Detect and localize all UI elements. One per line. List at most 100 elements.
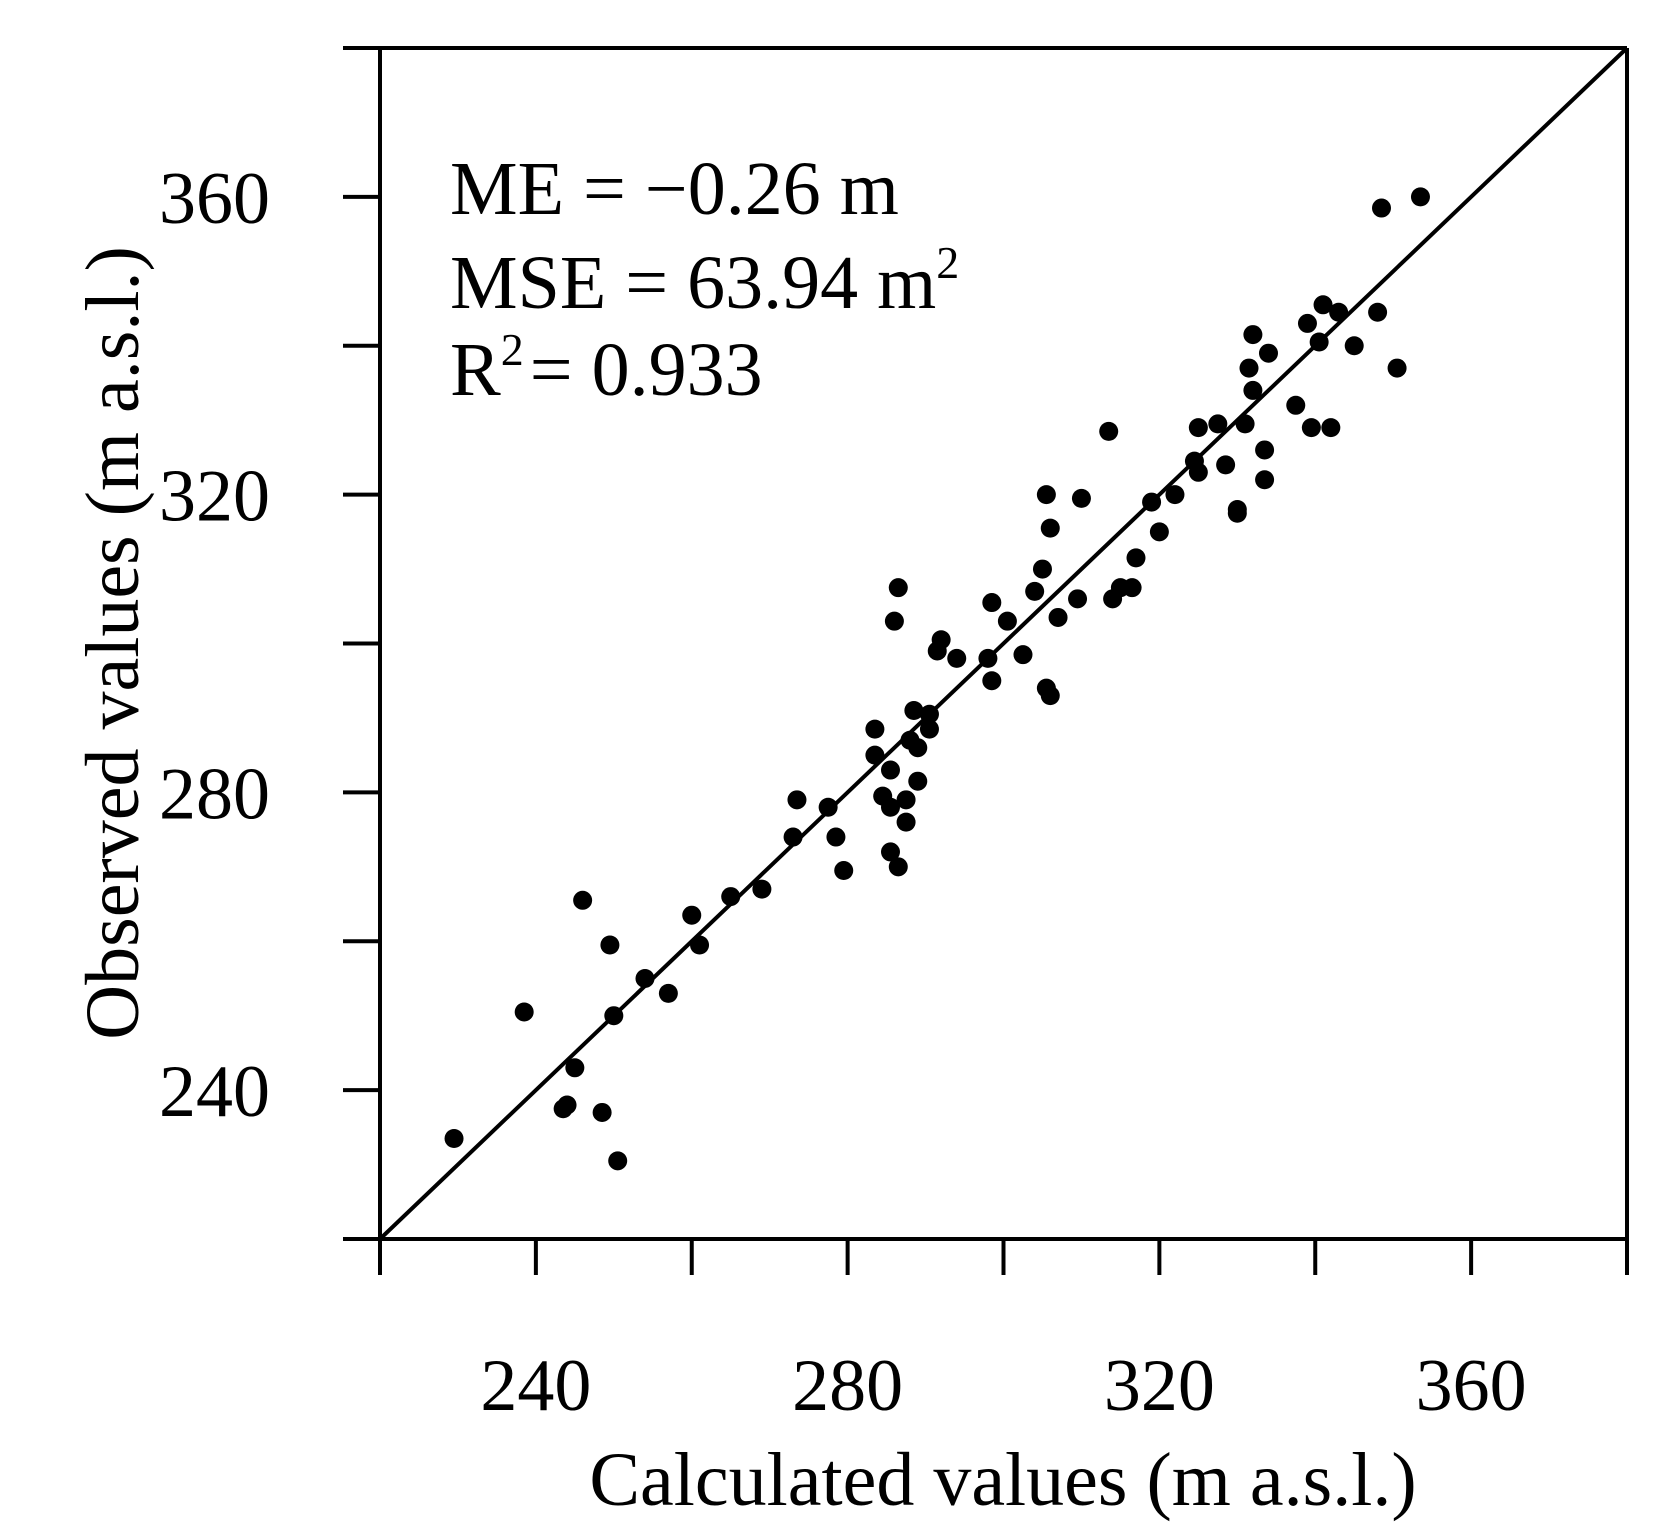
data-point-33	[904, 700, 924, 720]
data-point-58	[1122, 578, 1142, 598]
data-point-64	[1188, 462, 1208, 482]
data-point-13	[690, 935, 710, 955]
r2-stat-value: = 0.933	[530, 328, 763, 412]
data-point-10	[635, 968, 655, 988]
data-point-41	[978, 648, 998, 668]
data-point-82	[1321, 418, 1341, 438]
x-tick-label-240: 240	[480, 1345, 591, 1427]
data-point-24	[880, 797, 900, 817]
data-point-39	[931, 630, 951, 650]
mse-stat-value: MSE = 63.94 m	[450, 241, 936, 325]
data-point-62	[1165, 485, 1185, 505]
data-point-21	[865, 719, 885, 739]
r2-stat: R2= 0.933	[450, 324, 763, 412]
data-point-18	[818, 797, 838, 817]
data-point-44	[997, 611, 1017, 631]
data-point-9	[608, 1151, 628, 1171]
x-tick-label-320: 320	[1104, 1345, 1215, 1427]
data-point-22	[865, 745, 885, 765]
x-axis-ticks	[378, 1239, 1629, 1275]
data-point-65	[1188, 418, 1208, 438]
data-point-19	[826, 827, 846, 847]
data-point-27	[884, 611, 904, 631]
data-point-61	[1149, 522, 1169, 542]
data-point-79	[1301, 418, 1321, 438]
data-point-28	[888, 578, 908, 598]
data-point-60	[1142, 492, 1162, 512]
data-point-3	[557, 1095, 577, 1115]
data-point-85	[1368, 302, 1388, 322]
data-point-31	[896, 812, 916, 832]
data-point-37	[919, 704, 939, 724]
x-axis-tick-labels: 240 280 320 360	[480, 1345, 1526, 1427]
data-point-29	[888, 857, 908, 877]
data-point-81	[1313, 295, 1333, 315]
data-point-25	[880, 760, 900, 780]
y-tick-label-360: 360	[159, 158, 270, 240]
y-tick-label-240: 240	[159, 1051, 270, 1133]
data-point-52	[1048, 607, 1068, 627]
data-point-84	[1344, 336, 1364, 356]
y-axis-tick-labels: 240 280 320 360	[159, 158, 270, 1133]
data-point-16	[783, 827, 803, 847]
data-point-80	[1309, 332, 1329, 352]
data-point-35	[908, 771, 928, 791]
y-tick-label-320: 320	[159, 456, 270, 538]
data-point-26	[880, 842, 900, 862]
data-point-5	[573, 890, 593, 910]
data-point-76	[1258, 343, 1278, 363]
x-tick-label-360: 360	[1416, 1345, 1527, 1427]
data-point-15	[752, 879, 772, 899]
data-point-36	[919, 719, 939, 739]
data-point-17	[787, 790, 807, 810]
data-point-47	[1032, 559, 1052, 579]
data-point-70	[1235, 414, 1255, 434]
data-point-88	[1410, 187, 1430, 207]
data-point-8	[604, 1006, 624, 1026]
data-points	[444, 187, 1430, 1171]
x-tick-label-280: 280	[792, 1345, 903, 1427]
data-point-14	[721, 887, 741, 907]
data-point-77	[1286, 395, 1306, 415]
y-axis-ticks	[343, 46, 380, 1241]
y-tick-label-280: 280	[159, 753, 270, 835]
data-point-11	[658, 983, 678, 1003]
data-point-42	[982, 593, 1002, 613]
data-point-66	[1208, 414, 1228, 434]
data-point-4	[565, 1058, 585, 1078]
data-point-67	[1216, 455, 1236, 475]
data-point-40	[947, 648, 967, 668]
me-stat: ME = −0.26 m	[450, 147, 899, 231]
one-to-one-reference-line	[378, 46, 1629, 1241]
r2-stat-exponent: 2	[501, 324, 524, 375]
data-point-71	[1239, 358, 1259, 378]
data-point-87	[1387, 358, 1407, 378]
mse-stat-exponent: 2	[936, 237, 959, 288]
plot-frame	[343, 46, 1629, 1275]
data-point-86	[1371, 198, 1391, 218]
statistics-annotation: ME = −0.26 m MSE = 63.94 m2 R2= 0.933	[450, 147, 959, 412]
data-point-6	[592, 1102, 612, 1122]
data-point-12	[682, 905, 702, 925]
data-point-1	[514, 1002, 534, 1022]
data-point-48	[1036, 485, 1056, 505]
data-point-34	[908, 738, 928, 758]
data-point-75	[1255, 470, 1275, 490]
data-point-74	[1255, 440, 1275, 460]
data-point-30	[896, 790, 916, 810]
data-point-55	[1099, 421, 1119, 441]
data-point-0	[444, 1129, 464, 1149]
data-point-45	[1013, 645, 1033, 665]
data-point-83	[1329, 302, 1349, 322]
r2-stat-symbol: R	[450, 328, 501, 412]
data-point-69	[1227, 503, 1247, 523]
x-axis-title: Calculated values (m a.s.l.)	[589, 1438, 1416, 1522]
data-point-72	[1243, 325, 1263, 345]
data-point-51	[1040, 518, 1060, 538]
data-point-7	[600, 935, 620, 955]
y-axis-title: Observed values (m a.s.l.)	[71, 246, 155, 1040]
data-point-73	[1243, 380, 1263, 400]
data-point-43	[982, 671, 1002, 691]
data-point-54	[1071, 488, 1091, 508]
